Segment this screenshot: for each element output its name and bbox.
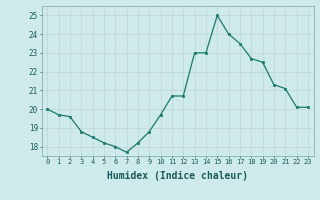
X-axis label: Humidex (Indice chaleur): Humidex (Indice chaleur) — [107, 171, 248, 181]
